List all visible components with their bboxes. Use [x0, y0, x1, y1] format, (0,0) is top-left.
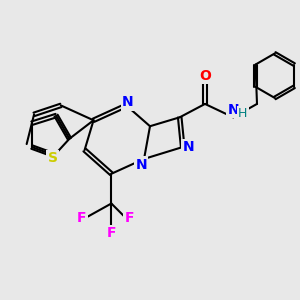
Text: F: F	[124, 212, 134, 225]
Text: O: O	[199, 69, 211, 83]
Text: F: F	[106, 226, 116, 240]
Text: H: H	[238, 107, 247, 120]
Text: F: F	[77, 212, 86, 225]
Text: S: S	[48, 151, 58, 165]
Text: N: N	[183, 140, 194, 154]
Text: N: N	[122, 95, 134, 110]
Text: N: N	[135, 158, 147, 172]
Text: N: N	[227, 103, 239, 117]
